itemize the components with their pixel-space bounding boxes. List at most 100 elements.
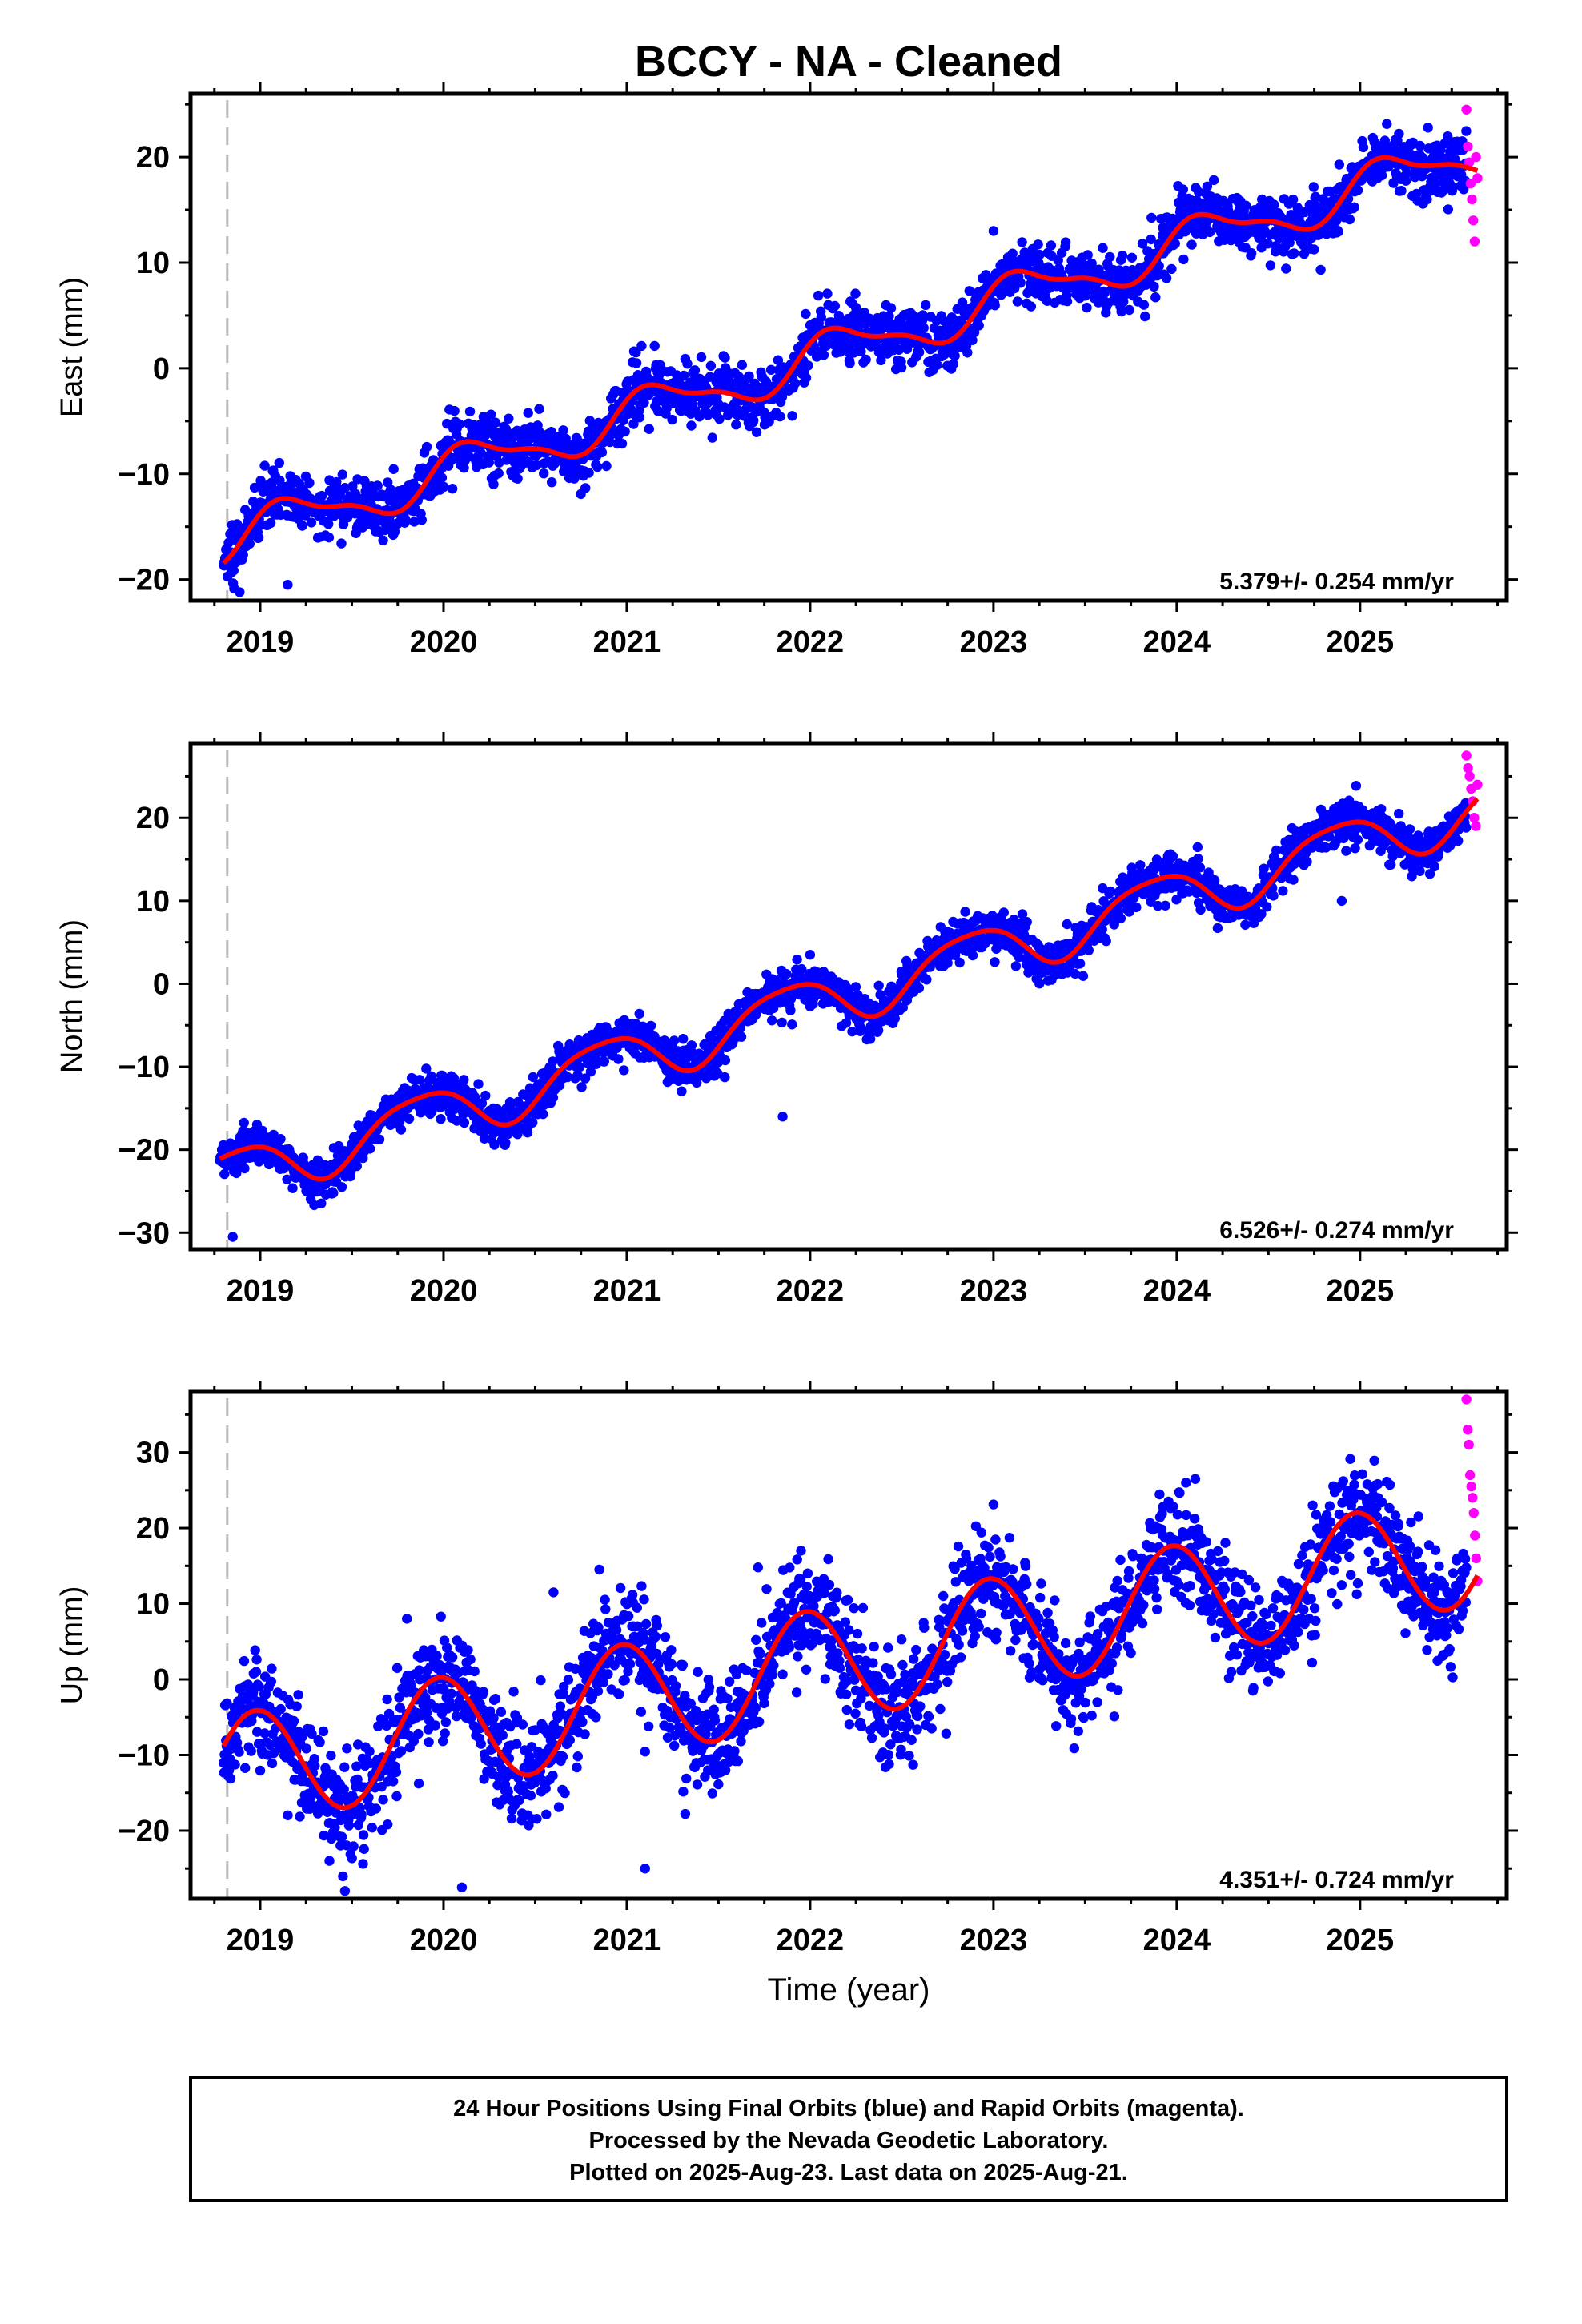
east-final-point bbox=[1333, 227, 1343, 237]
north-final-point bbox=[1034, 979, 1045, 989]
east-final-point bbox=[1146, 212, 1157, 223]
north-final-point bbox=[967, 950, 978, 961]
east-final-point bbox=[1017, 237, 1027, 247]
north-y-tick-label: 0 bbox=[153, 967, 170, 1001]
east-final-point bbox=[636, 340, 647, 352]
north-final-point bbox=[1131, 902, 1142, 913]
east-final-point bbox=[580, 483, 591, 493]
north-final-point bbox=[1262, 902, 1272, 912]
north-final-point bbox=[599, 1056, 609, 1067]
east-final-point bbox=[378, 535, 388, 545]
east-y-axis-label: East (mm) bbox=[55, 277, 89, 417]
up-final-point bbox=[239, 1655, 250, 1667]
east-final-point bbox=[323, 532, 335, 543]
north-final-point bbox=[1209, 875, 1220, 886]
north-final-point bbox=[1350, 843, 1360, 854]
east-final-point bbox=[388, 464, 399, 474]
east-panel: 2019 2020 2021 2022 2023 2024 202520100−10−20E… bbox=[55, 82, 1518, 659]
east-final-point bbox=[1012, 296, 1023, 307]
east-final-point bbox=[616, 438, 628, 449]
east-final-point bbox=[634, 412, 645, 423]
up-final-point bbox=[267, 1663, 277, 1674]
east-final-point bbox=[337, 469, 347, 480]
east-final-point bbox=[532, 460, 542, 471]
east-final-point bbox=[1161, 273, 1172, 283]
east-final-point bbox=[696, 352, 707, 363]
up-final-point bbox=[230, 1759, 240, 1770]
north-rapid-point bbox=[1461, 750, 1472, 761]
east-final-point bbox=[932, 360, 942, 370]
north-final-point bbox=[1062, 919, 1073, 930]
east-final-point bbox=[1422, 194, 1432, 205]
east-final-point bbox=[1046, 240, 1057, 251]
north-final-point bbox=[669, 1035, 680, 1046]
north-final-point bbox=[459, 1117, 470, 1128]
east-final-point bbox=[539, 468, 549, 479]
east-final-point bbox=[253, 533, 264, 543]
east-final-point bbox=[523, 408, 533, 418]
east-final-point bbox=[447, 484, 458, 494]
north-final-point bbox=[404, 1113, 415, 1124]
east-final-point bbox=[749, 415, 759, 426]
east-final-point bbox=[720, 352, 730, 363]
east-final-point bbox=[787, 411, 797, 421]
north-rapid-point bbox=[1469, 813, 1480, 823]
east-final-point bbox=[1138, 300, 1150, 310]
east-x-tick-label: 2019 bbox=[227, 625, 295, 659]
east-final-point bbox=[686, 420, 697, 431]
north-final-point bbox=[1351, 781, 1362, 791]
east-final-point bbox=[714, 413, 725, 424]
east-rate-label: 5.379+/- 0.254 mm/yr bbox=[1219, 569, 1454, 595]
north-final-point bbox=[1192, 842, 1203, 853]
north-final-point bbox=[736, 1031, 747, 1042]
north-y-tick-label: 20 bbox=[136, 802, 170, 835]
east-final-point bbox=[512, 473, 523, 484]
east-final-point bbox=[490, 417, 501, 428]
east-final-point bbox=[1140, 311, 1150, 322]
north-x-tick-label: 2021 bbox=[593, 1274, 661, 1308]
east-final-point bbox=[421, 441, 432, 452]
east-final-point bbox=[534, 404, 544, 414]
north-final-point bbox=[1083, 945, 1094, 956]
east-final-point bbox=[323, 519, 334, 529]
east-final-point bbox=[339, 483, 351, 493]
east-final-point bbox=[731, 420, 741, 430]
east-final-point bbox=[409, 517, 420, 527]
east-final-point bbox=[816, 312, 826, 323]
east-final-point bbox=[504, 413, 514, 424]
up-final-point bbox=[251, 1655, 262, 1665]
up-final-point bbox=[251, 1667, 262, 1677]
north-final-point bbox=[239, 1117, 249, 1128]
north-final-point bbox=[1336, 895, 1347, 907]
east-final-point bbox=[1246, 248, 1257, 259]
north-final-point bbox=[677, 1086, 687, 1096]
east-final-point bbox=[1415, 140, 1425, 151]
east-final-point bbox=[707, 432, 717, 443]
figure-title: BCCY - NA - Cleaned bbox=[635, 38, 1062, 86]
east-final-point bbox=[1334, 159, 1345, 170]
east-final-point bbox=[596, 447, 608, 458]
east-final-point bbox=[347, 481, 358, 492]
east-final-point bbox=[297, 521, 307, 531]
north-final-point bbox=[1160, 900, 1170, 911]
east-final-point bbox=[813, 290, 824, 301]
north-final-point bbox=[1240, 919, 1251, 931]
east-x-tick-label: 2021 bbox=[593, 625, 661, 659]
north-final-point bbox=[1278, 886, 1288, 896]
east-final-point bbox=[493, 468, 504, 479]
north-final-point bbox=[678, 1034, 689, 1044]
north-final-point bbox=[787, 1019, 797, 1030]
east-final-point bbox=[372, 480, 383, 491]
east-final-point bbox=[1382, 119, 1392, 129]
east-y-tick-label: 10 bbox=[136, 247, 170, 280]
north-y-tick-label: −10 bbox=[118, 1051, 170, 1084]
east-final-point bbox=[829, 300, 841, 312]
east-final-point bbox=[494, 457, 504, 468]
north-final-point bbox=[239, 1163, 250, 1174]
east-final-point bbox=[274, 457, 284, 468]
north-x-tick-label: 2023 bbox=[960, 1274, 1028, 1308]
north-final-point bbox=[1106, 886, 1116, 897]
north-final-point bbox=[767, 1015, 777, 1026]
north-final-point bbox=[538, 1108, 548, 1120]
east-x-tick-label: 2022 bbox=[777, 625, 845, 659]
